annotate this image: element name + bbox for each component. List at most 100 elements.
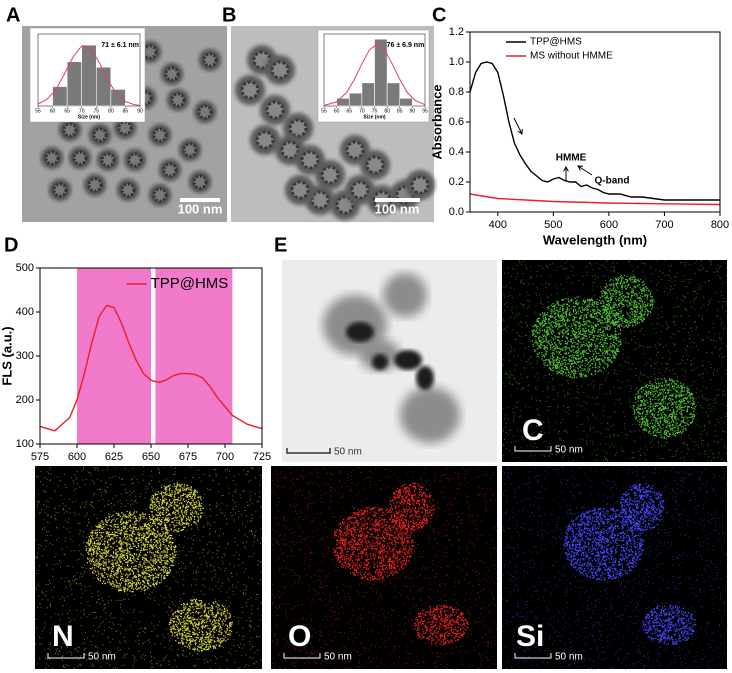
stem-dark — [346, 322, 374, 342]
map-element-label: N — [52, 620, 74, 653]
map-signal — [563, 482, 697, 646]
highlight-band — [155, 268, 233, 444]
particle-core — [320, 165, 340, 185]
panel-label: C — [432, 4, 446, 26]
x-tick-label: 575 — [31, 451, 49, 463]
panel-label: D — [4, 234, 18, 256]
map-element-label: Si — [516, 620, 544, 653]
x-tick-label: 60 — [334, 108, 340, 114]
y-tick-label: 300 — [16, 350, 34, 362]
map-signal — [333, 482, 469, 646]
particle-core — [310, 190, 330, 210]
map-element-label: O — [288, 620, 311, 653]
map-noise — [502, 260, 728, 463]
map-signal — [85, 482, 233, 652]
x-axis-title: Wavelength (nm) — [543, 232, 647, 247]
particle-core — [197, 104, 213, 120]
y-tick-label: 0.8 — [449, 86, 464, 98]
y-tick-label: 0.6 — [449, 116, 464, 128]
bar — [399, 97, 413, 107]
annotation: Q-band — [595, 176, 630, 187]
y-tick-label: 200 — [16, 394, 34, 406]
particle-core — [162, 162, 178, 178]
y-tick-label: 0.0 — [449, 206, 464, 218]
fit-curve — [323, 43, 426, 106]
x-axis-title: Wavelength (nm) — [99, 464, 203, 479]
x-tick-label: 600 — [600, 219, 618, 231]
particle-core — [120, 182, 136, 198]
x-tick-label: 55 — [321, 108, 327, 114]
series-line — [39, 304, 263, 432]
particle-core — [152, 187, 168, 203]
x-tick-label: 65 — [64, 108, 70, 114]
particle-core — [288, 118, 308, 138]
particle-core — [62, 122, 78, 138]
x-tick-label: 700 — [216, 451, 234, 463]
scale-bar-label: 100 nm — [178, 201, 223, 216]
particle-core — [117, 120, 133, 136]
particle-core — [350, 180, 370, 200]
stem-dark — [372, 354, 388, 370]
x-tick-label: 70 — [359, 108, 365, 114]
series-line — [469, 193, 721, 206]
arrow — [577, 165, 593, 176]
bar — [66, 61, 83, 107]
panel-label: E — [274, 234, 287, 256]
inset-frame — [29, 27, 146, 123]
particle-core — [192, 174, 208, 190]
annotation: HMME — [556, 153, 587, 164]
arrow — [513, 117, 523, 135]
legend-label: MS without HMME — [530, 51, 613, 62]
particle-core — [100, 152, 116, 168]
x-tick-label: 700 — [655, 219, 673, 231]
particle-core — [202, 52, 218, 68]
x-tick-label: 500 — [544, 219, 562, 231]
scale-bar — [514, 446, 552, 452]
x-axis-title: Size (nm) — [78, 114, 101, 120]
scale-bar-label: 50 nm — [324, 652, 352, 663]
x-tick-label: 65 — [346, 108, 352, 114]
x-axis-title: Size (nm) — [363, 114, 386, 120]
legend-label: TPP@HMS — [151, 275, 229, 292]
bar — [52, 86, 68, 107]
particle-core — [345, 140, 365, 160]
bar — [110, 89, 126, 107]
particle-core — [182, 142, 198, 158]
y-tick-label: 1.2 — [449, 26, 464, 38]
particle-core — [44, 150, 60, 166]
particle-core — [87, 177, 103, 193]
scale-bar-label: 100 nm — [375, 201, 420, 216]
y-axis-title: Absorbance — [429, 84, 444, 159]
particle-core — [265, 100, 285, 120]
particle-core — [270, 60, 290, 80]
particle-core — [335, 195, 355, 215]
x-tick-label: 400 — [489, 219, 507, 231]
x-tick-label: 80 — [108, 108, 114, 114]
scale-bar — [514, 653, 552, 659]
arrow — [563, 165, 569, 181]
y-tick-label: 100 — [16, 438, 34, 450]
map-element-label: C — [522, 414, 544, 447]
x-tick-label: 90 — [410, 108, 416, 114]
particle-core — [290, 180, 310, 200]
particle-core — [164, 66, 180, 82]
x-tick-label: 85 — [123, 108, 129, 114]
y-tick-label: 0.4 — [449, 146, 464, 158]
x-tick-label: 55 — [35, 108, 41, 114]
panel-label: B — [222, 4, 236, 26]
x-tick-label: 80 — [384, 108, 390, 114]
particle-core — [92, 127, 108, 143]
x-tick-label: 75 — [372, 108, 378, 114]
bar — [374, 38, 388, 107]
y-tick-label: 1.0 — [449, 56, 464, 68]
scale-bar — [286, 448, 331, 454]
particle-core — [127, 152, 143, 168]
annotation: 71 ± 6.1 nm — [101, 42, 139, 49]
x-tick-label: 725 — [253, 451, 271, 463]
stem-dark — [416, 366, 434, 390]
y-tick-label: 0.2 — [449, 176, 464, 188]
fit-curve — [37, 45, 141, 106]
stem-particle — [383, 273, 427, 317]
bar — [95, 66, 112, 107]
